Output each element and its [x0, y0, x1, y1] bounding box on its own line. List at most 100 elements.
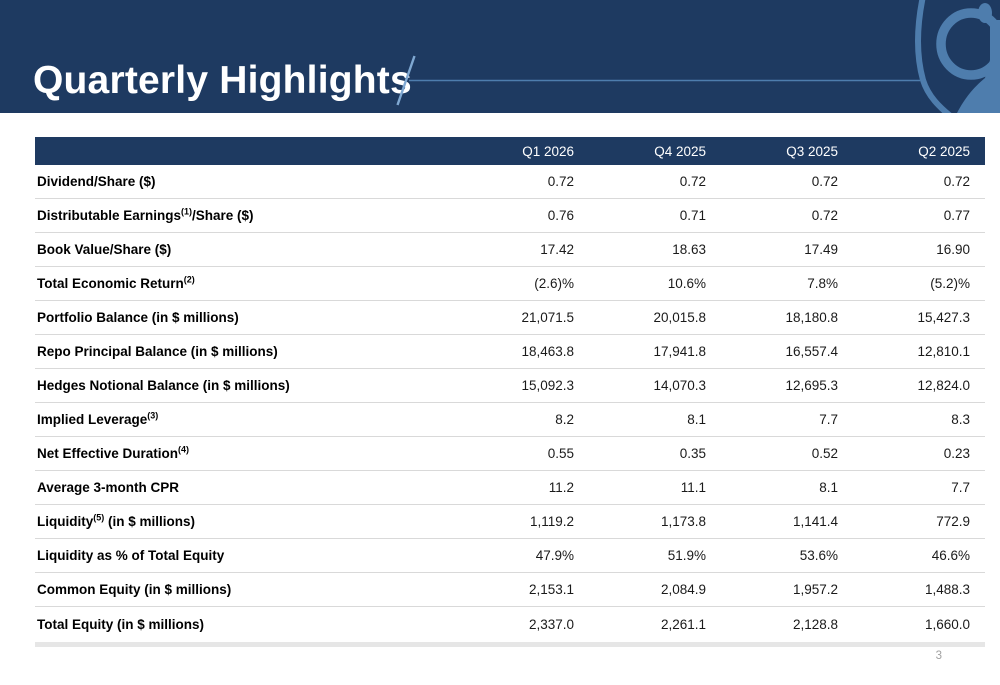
- table-row: Distributable Earnings(1)/Share ($) 0.76…: [35, 199, 985, 233]
- row-value: 0.72: [547, 174, 574, 189]
- table-row: Hedges Notional Balance (in $ millions) …: [35, 369, 985, 403]
- row-value: 15,427.3: [917, 310, 970, 325]
- row-value: 12,824.0: [917, 378, 970, 393]
- row-label: Repo Principal Balance (in $ millions): [35, 344, 457, 359]
- row-value: 0.55: [547, 446, 574, 461]
- row-label-text: Common Equity (in $ millions): [37, 582, 232, 597]
- row-value: 0.72: [943, 174, 970, 189]
- row-value: 0.76: [547, 208, 574, 223]
- table-row: Total Economic Return(2) (2.6)% 10.6% 7.…: [35, 267, 985, 301]
- row-label-text: Hedges Notional Balance (in $ millions): [37, 378, 290, 393]
- table-row: Liquidity as % of Total Equity 47.9% 51.…: [35, 539, 985, 573]
- row-label-suffix: /Share ($): [192, 208, 254, 223]
- table-row: Average 3-month CPR 11.2 11.1 8.1 7.7: [35, 471, 985, 505]
- row-value: 2,261.1: [660, 616, 706, 632]
- row-value: 16,557.4: [785, 344, 838, 359]
- row-value: 0.71: [679, 208, 706, 223]
- row-value: 8.2: [555, 412, 574, 427]
- row-label-text: Total Equity (in $ millions): [37, 616, 205, 632]
- row-label-footnote-marker: (2): [183, 274, 195, 285]
- row-label: Total Equity (in $ millions): [35, 617, 457, 632]
- table-row: Common Equity (in $ millions) 2,153.1 2,…: [35, 573, 985, 607]
- row-label: Net Effective Duration(4): [35, 444, 457, 461]
- row-value: 53.6%: [799, 548, 838, 563]
- row-label-footnote-marker: (3): [147, 410, 159, 421]
- row-label-text: Dividend/Share ($): [37, 174, 156, 189]
- row-label: Book Value/Share ($): [35, 242, 457, 257]
- row-value: 1,957.2: [792, 582, 838, 597]
- column-header: Q1 2026: [522, 143, 574, 159]
- row-label: Liquidity as % of Total Equity: [35, 548, 457, 563]
- table-row: Liquidity(5) (in $ millions) 1,119.2 1,1…: [35, 505, 985, 539]
- row-value: 46.6%: [931, 548, 970, 563]
- quarterly-highlights-table: Q1 2026 Q4 2025 Q3 2025 Q2 2025 Dividend…: [35, 137, 985, 641]
- table-row: Dividend/Share ($) 0.72 0.72 0.72 0.72: [35, 165, 985, 199]
- row-value: 15,092.3: [521, 378, 574, 393]
- row-value: 17.49: [804, 242, 838, 257]
- row-value: 18.63: [672, 242, 706, 257]
- row-label: Liquidity(5) (in $ millions): [35, 512, 457, 529]
- row-value: 21,071.5: [521, 310, 574, 325]
- row-value: 12,695.3: [785, 378, 838, 393]
- row-label: Total Economic Return(2): [35, 274, 457, 291]
- row-value: 17,941.8: [653, 344, 706, 359]
- row-label-text: Average 3-month CPR: [37, 480, 180, 495]
- row-value: 7.8%: [807, 276, 838, 291]
- row-label-footnote-marker: (4): [178, 444, 190, 455]
- row-value: 0.35: [679, 446, 706, 461]
- row-value: 51.9%: [667, 548, 706, 563]
- row-value: 1,173.8: [660, 514, 706, 529]
- row-label: Average 3-month CPR: [35, 480, 457, 495]
- row-label-text: Distributable Earnings: [37, 208, 182, 223]
- row-label-footnote-marker: (1): [181, 206, 193, 217]
- row-label-text: Net Effective Duration: [37, 446, 179, 461]
- row-value: 1,141.4: [792, 514, 838, 529]
- row-value: 7.7: [819, 412, 838, 427]
- table-bottom-rule: [35, 642, 985, 647]
- column-header: Q2 2025: [918, 143, 970, 159]
- page-title: Quarterly Highlights: [33, 59, 412, 102]
- row-value: (5.2)%: [930, 276, 970, 291]
- row-value: 14,070.3: [653, 378, 706, 393]
- row-value: 2,128.8: [792, 616, 838, 632]
- row-value: 2,084.9: [660, 582, 706, 597]
- table-row: Portfolio Balance (in $ millions) 21,071…: [35, 301, 985, 335]
- row-label-footnote-marker: (5): [93, 512, 105, 523]
- row-value: 20,015.8: [653, 310, 706, 325]
- row-value: 1,119.2: [529, 514, 574, 529]
- table-row: Net Effective Duration(4) 0.55 0.35 0.52…: [35, 437, 985, 471]
- row-value: 12,810.1: [917, 344, 970, 359]
- table-row: Implied Leverage(3) 8.2 8.1 7.7 8.3: [35, 403, 985, 437]
- row-value: 7.7: [951, 480, 970, 495]
- row-value: 16.90: [936, 242, 970, 257]
- row-value: 47.9%: [535, 548, 574, 563]
- row-value: 10.6%: [667, 276, 706, 291]
- row-value: 11.1: [680, 480, 706, 495]
- row-value: 2,337.0: [528, 616, 574, 632]
- row-value: 8.1: [819, 480, 838, 495]
- row-value: (2.6)%: [534, 276, 574, 291]
- table-row: Total Equity (in $ millions) 2,337.0 2,2…: [35, 607, 985, 641]
- row-value: 17.42: [540, 242, 574, 257]
- row-value: 8.1: [687, 412, 706, 427]
- row-value: 0.72: [811, 208, 838, 223]
- shield-a-logo-icon: [915, 0, 1000, 113]
- row-value: 0.23: [943, 446, 970, 461]
- row-label-suffix: (in $ millions): [104, 514, 196, 529]
- row-value: 8.3: [951, 412, 970, 427]
- page-number: 3: [935, 650, 942, 662]
- row-value: 0.72: [811, 174, 838, 189]
- column-header: Q4 2025: [654, 143, 706, 159]
- row-value: 0.72: [679, 174, 706, 189]
- table-row: Book Value/Share ($) 17.42 18.63 17.49 1…: [35, 233, 985, 267]
- row-label: Portfolio Balance (in $ millions): [35, 310, 457, 325]
- row-label-text: Liquidity: [37, 514, 94, 529]
- row-label-text: Liquidity as % of Total Equity: [37, 548, 225, 563]
- table-body: Dividend/Share ($) 0.72 0.72 0.72 0.72 D…: [35, 165, 985, 641]
- row-value: 18,463.8: [521, 344, 574, 359]
- row-value: 0.52: [811, 446, 838, 461]
- row-value: 2,153.1: [528, 582, 574, 597]
- row-value: 11.2: [548, 480, 574, 495]
- title-accent-line: [396, 55, 920, 106]
- row-label: Common Equity (in $ millions): [35, 582, 457, 597]
